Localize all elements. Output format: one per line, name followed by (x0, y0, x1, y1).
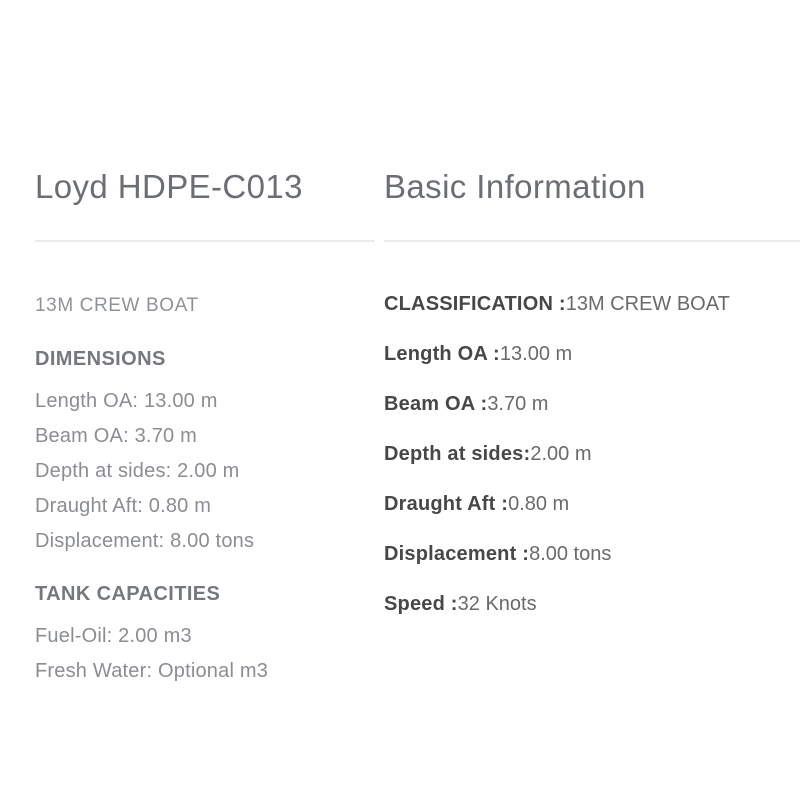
dimension-line: Depth at sides: 2.00 m (35, 460, 240, 482)
spec-row-draught-aft: Draught Aft :0.80 m (384, 493, 800, 515)
right-divider (384, 240, 800, 242)
spec-label: Length OA : (384, 343, 500, 365)
spec-label: Speed : (384, 593, 458, 615)
spec-row-classification: CLASSIFICATION :13M CREW BOAT (384, 293, 800, 315)
product-title: Loyd HDPE-C013 (35, 168, 303, 205)
left-divider (35, 240, 375, 242)
spec-list: CLASSIFICATION :13M CREW BOAT Length OA … (384, 293, 800, 615)
spec-value: 3.70 m (487, 393, 549, 415)
spec-row-length-oa: Length OA :13.00 m (384, 343, 800, 365)
dimension-line: Displacement: 8.00 tons (35, 530, 255, 552)
tank-capacity-line: Fuel-Oil: 2.00 m3 (35, 625, 192, 647)
spec-value: 32 Knots (457, 593, 537, 615)
spec-value: 0.80 m (508, 493, 570, 515)
spec-label: Beam OA : (384, 393, 488, 415)
spec-label: Draught Aft : (384, 493, 509, 515)
dimensions-list: Length OA: 13.00 m Beam OA: 3.70 m Depth… (35, 384, 375, 559)
dimensions-section-heading: DIMENSIONS (35, 348, 166, 370)
spec-row-beam-oa: Beam OA :3.70 m (384, 393, 800, 415)
spec-label: Displacement : (384, 543, 530, 565)
dimension-line: Length OA: 13.00 m (35, 390, 218, 412)
tank-capacity-line: Fresh Water: Optional m3 (35, 660, 269, 682)
spec-row-depth-at-sides: Depth at sides:2.00 m (384, 443, 800, 465)
spec-label: CLASSIFICATION : (384, 293, 566, 315)
tank-capacities-list: Fuel-Oil: 2.00 m3 Fresh Water: Optional … (35, 619, 375, 689)
spec-value: 13.00 m (499, 343, 573, 365)
spec-label: Depth at sides: (384, 443, 531, 465)
dimension-line: Draught Aft: 0.80 m (35, 495, 212, 517)
spec-value: 2.00 m (530, 443, 592, 465)
basic-information-title: Basic Information (384, 168, 646, 205)
product-summary-panel: Loyd HDPE-C013 13M CREW BOAT DIMENSIONS … (35, 0, 375, 689)
spec-row-displacement: Displacement :8.00 tons (384, 543, 800, 565)
basic-information-panel: Basic Information CLASSIFICATION :13M CR… (384, 0, 800, 643)
dimension-line: Beam OA: 3.70 m (35, 425, 197, 447)
spec-value: 13M CREW BOAT (565, 293, 730, 315)
tank-capacities-section-heading: TANK CAPACITIES (35, 583, 221, 605)
product-subtitle: 13M CREW BOAT (35, 295, 199, 316)
spec-row-speed: Speed :32 Knots (384, 593, 800, 615)
spec-value: 8.00 tons (529, 543, 612, 565)
